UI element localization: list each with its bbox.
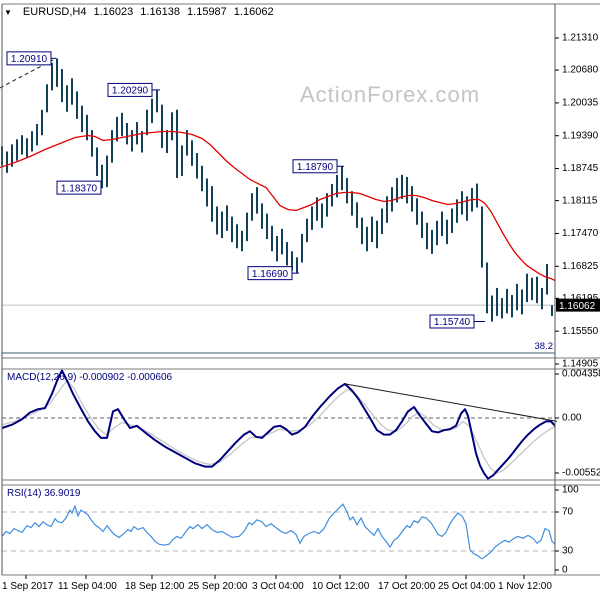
annotation-box xyxy=(56,180,102,195)
rsi-name: RSI(14) xyxy=(7,488,42,499)
price-axis-label: 1.20680 xyxy=(562,65,599,76)
time-axis-label: 10 Oct 12:00 xyxy=(312,581,370,592)
price-axis-label: 1.20035 xyxy=(562,98,599,109)
indicator-axis[interactable]: 0.004358 0.00 -0.005528 100 70 30 0 xyxy=(555,369,600,576)
price-axis-label: 1.16825 xyxy=(562,261,599,272)
annotation-box xyxy=(429,314,475,329)
ohlc-low: 1.15987 xyxy=(187,6,227,18)
price-badge-text: 1.16062 xyxy=(559,301,596,312)
annotation-text: 1.20910 xyxy=(11,54,48,65)
annotation-text: 1.15740 xyxy=(434,317,471,328)
watermark: ActionForex.com xyxy=(300,82,481,107)
macd-signal-line xyxy=(1,379,556,474)
annotation-text: 1.16690 xyxy=(252,269,289,280)
time-axis-label: 3 Oct 04:00 xyxy=(252,581,304,592)
rsi-value: 36.9019 xyxy=(44,488,81,499)
annotation-box xyxy=(292,159,338,174)
chart-header: ▼ EURUSD,H4 1.16023 1.16138 1.15987 1.16… xyxy=(4,6,274,18)
indicator-axis-label: 0 xyxy=(562,565,568,576)
price-axis-label: 1.15550 xyxy=(562,326,599,337)
macd-indicator-label: MACD(12,26,9) -0.000902 -0.000606 xyxy=(7,372,172,383)
price-annotation[interactable]: 1.18790 xyxy=(292,159,344,174)
indicator-axis-label: 30 xyxy=(562,546,574,557)
triangle-down-icon[interactable]: ▼ xyxy=(4,7,12,17)
macd-values: -0.000902 -0.000606 xyxy=(79,372,173,383)
annotation-text: 1.20290 xyxy=(112,86,149,97)
annotation-box xyxy=(247,266,293,281)
price-axis-label: 1.16195 xyxy=(562,293,599,304)
ohlc-close: 1.16062 xyxy=(233,6,274,18)
main-price-panel[interactable]: 38.2 xyxy=(2,304,555,354)
price-axis-label: 1.18115 xyxy=(562,195,598,206)
macd-panel[interactable] xyxy=(1,369,558,480)
price-annotation[interactable]: 1.18370 xyxy=(56,180,103,195)
price-axis-label: 1.19390 xyxy=(562,130,599,141)
price-axis[interactable]: 1.21310 1.20680 1.20035 1.19390 1.18745 1.181… xyxy=(555,33,599,370)
time-axis-label: 25 Sep 20:00 xyxy=(188,581,248,592)
price-axis-label: 1.14905 xyxy=(562,359,599,370)
time-axis-label: 11 Sep 04:00 xyxy=(58,581,117,592)
symbol-period-label: EURUSD,H4 xyxy=(22,6,87,18)
panel-borders xyxy=(1,3,600,576)
rsi-panel[interactable] xyxy=(1,503,556,560)
time-axis-label: 18 Sep 12:00 xyxy=(125,581,185,592)
rsi-line xyxy=(1,503,556,560)
price-annotations: 1.20910 1.20290 1.18370 1.18790 1.16690 1.157… xyxy=(6,51,485,329)
ohlc-high: 1.16138 xyxy=(140,6,181,18)
indicator-axis-label: -0.005528 xyxy=(562,468,600,479)
indicator-axis-label: 100 xyxy=(562,485,579,496)
fib-level-label: 38.2 xyxy=(535,341,554,352)
time-axis-label: 25 Oct 04:00 xyxy=(438,581,496,592)
price-annotation[interactable]: 1.15740 xyxy=(429,314,485,329)
ma-line[interactable] xyxy=(0,130,556,282)
annotation-box xyxy=(107,82,153,97)
current-price-badge: 1.16062 xyxy=(556,298,600,312)
price-badge-box xyxy=(556,298,600,312)
price-annotation[interactable]: 1.16690 xyxy=(247,266,299,281)
time-axis-label: 1 Nov 12:00 xyxy=(498,581,552,592)
annotation-box xyxy=(6,51,52,66)
annotation-text: 1.18370 xyxy=(61,183,98,194)
ohlc-open: 1.16023 xyxy=(93,6,134,18)
indicator-axis-label: 0.00 xyxy=(562,413,582,424)
price-axis-label: 1.17470 xyxy=(562,228,599,239)
macd-trendline[interactable] xyxy=(344,383,558,422)
time-axis-label: 1 Sep 2017 xyxy=(2,581,54,592)
time-axis[interactable]: 1 Sep 2017 11 Sep 04:00 18 Sep 12:00 25 Sep… xyxy=(2,575,552,592)
time-axis-label: 17 Oct 20:00 xyxy=(378,581,436,592)
price-annotation[interactable]: 1.20290 xyxy=(107,82,160,97)
macd-name: MACD(12,26,9) xyxy=(7,372,77,383)
indicator-axis-label: 70 xyxy=(562,507,574,518)
annotation-text: 1.18790 xyxy=(297,162,334,173)
indicator-axis-label: 0.004358 xyxy=(562,369,600,380)
price-axis-label: 1.18745 xyxy=(562,163,599,174)
rsi-indicator-label: RSI(14) 36.9019 xyxy=(7,488,80,499)
price-axis-label: 1.21310 xyxy=(562,33,599,44)
price-annotation[interactable]: 1.20910 xyxy=(6,51,56,66)
macd-main-line xyxy=(1,369,556,480)
